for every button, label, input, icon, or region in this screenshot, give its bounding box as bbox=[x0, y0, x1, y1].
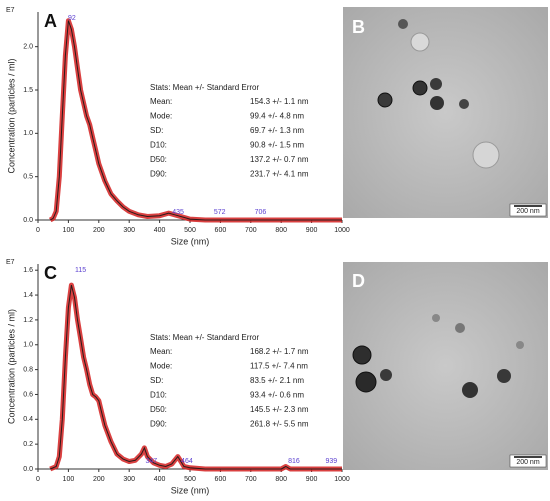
stats-value: 83.5 +/- 2.1 nm bbox=[250, 376, 304, 385]
y-tick-label: 1.2 bbox=[23, 317, 33, 324]
scale-bar-label: 200 nm bbox=[516, 459, 540, 466]
stats-name: Mean: bbox=[150, 347, 172, 356]
peak-label: 816 bbox=[288, 458, 300, 465]
y-tick-label: 2.0 bbox=[23, 44, 33, 51]
y-tick-label: 1.0 bbox=[23, 342, 33, 349]
peak-label: 92 bbox=[68, 15, 76, 22]
panel-label: C bbox=[44, 263, 57, 283]
x-tick-label: 800 bbox=[275, 227, 287, 234]
y-tick-label: 0.5 bbox=[23, 174, 33, 181]
x-tick-label: 800 bbox=[275, 476, 287, 483]
stats-name: D10: bbox=[150, 141, 167, 150]
stats-name: SD: bbox=[150, 376, 163, 385]
x-tick-label: 1000 bbox=[334, 476, 350, 483]
stats-value: 168.2 +/- 1.7 nm bbox=[250, 347, 309, 356]
stats-value: 231.7 +/- 4.1 nm bbox=[250, 170, 309, 179]
y-tick-label: 1.0 bbox=[23, 130, 33, 137]
panel-label: A bbox=[44, 11, 57, 31]
y-tick-label: 1.5 bbox=[23, 87, 33, 94]
y-tick-label: 0.0 bbox=[23, 217, 33, 224]
stats-value: 117.5 +/- 7.4 nm bbox=[250, 362, 308, 371]
stats-value: 93.4 +/- 0.6 nm bbox=[250, 391, 304, 400]
x-tick-label: 300 bbox=[123, 476, 135, 483]
stats-name: D50: bbox=[150, 405, 167, 414]
stats-name: Mode: bbox=[150, 112, 172, 121]
x-tick-label: 900 bbox=[306, 476, 318, 483]
stats-value: 69.7 +/- 1.3 nm bbox=[250, 126, 304, 135]
stats-name: D10: bbox=[150, 391, 167, 400]
peak-label: 572 bbox=[214, 209, 226, 216]
y-tick-label: 0.8 bbox=[23, 366, 33, 373]
peak-label: 115 bbox=[75, 267, 86, 274]
x-tick-label: 900 bbox=[306, 227, 318, 234]
y-tick-label: 0.2 bbox=[23, 441, 33, 448]
peak-label: 347 bbox=[145, 458, 157, 465]
scale-bar-label: 200 nm bbox=[516, 208, 540, 215]
x-tick-label: 200 bbox=[93, 476, 105, 483]
stats-title: Stats: Mean +/- Standard Error bbox=[150, 333, 259, 342]
x-tick-label: 700 bbox=[245, 476, 257, 483]
peak-label: 464 bbox=[181, 458, 193, 465]
stats-name: Mode: bbox=[150, 362, 172, 371]
x-tick-label: 600 bbox=[215, 476, 227, 483]
x-axis-label: Size (nm) bbox=[171, 236, 210, 246]
x-tick-label: 400 bbox=[154, 227, 166, 234]
x-tick-label: 100 bbox=[63, 227, 75, 234]
micrograph-image bbox=[343, 7, 548, 218]
stats-name: D90: bbox=[150, 420, 167, 429]
stats-value: 154.3 +/- 1.1 nm bbox=[250, 97, 309, 106]
x-tick-label: 300 bbox=[123, 227, 135, 234]
chart: 0 100 200 300 400 500 600 700 800 900 1000 0.0 0.2 0.… bbox=[6, 259, 350, 496]
y-axis-label: Concentration (particles / ml) bbox=[6, 58, 16, 173]
chart: 0 100 200 300 400 500 600 700 800 900 1000 0.0 0.5 1.… bbox=[6, 7, 350, 247]
x-tick-label: 400 bbox=[154, 476, 166, 483]
x-tick-label: 0 bbox=[36, 476, 40, 483]
x-tick-label: 0 bbox=[36, 227, 40, 234]
x-tick-label: 200 bbox=[93, 227, 105, 234]
line bbox=[50, 284, 342, 470]
y-tick-label: 0.4 bbox=[23, 416, 33, 423]
stats-title: Stats: Mean +/- Standard Error bbox=[150, 83, 259, 92]
stats-value: 145.5 +/- 2.3 nm bbox=[250, 405, 309, 414]
panel-label: B bbox=[352, 17, 365, 37]
axis-exponent: E7 bbox=[6, 7, 15, 14]
stats-name: Mean: bbox=[150, 97, 172, 106]
peak-label: 939 bbox=[325, 458, 337, 465]
y-tick-label: 1.6 bbox=[23, 267, 33, 274]
x-tick-label: 600 bbox=[215, 227, 227, 234]
x-tick-label: 500 bbox=[184, 476, 196, 483]
line bbox=[49, 20, 342, 221]
stats-name: SD: bbox=[150, 126, 163, 135]
micrograph: D 200 nm bbox=[343, 262, 548, 470]
x-tick-label: 1000 bbox=[334, 227, 350, 234]
y-axis-label: Concentration (particles / ml) bbox=[6, 309, 16, 424]
x-tick-label: 700 bbox=[245, 227, 257, 234]
micrograph-image bbox=[343, 262, 548, 470]
y-tick-label: 0.0 bbox=[23, 466, 33, 473]
axis-exponent: E7 bbox=[6, 259, 15, 266]
stats-value: 261.8 +/- 5.5 nm bbox=[250, 420, 309, 429]
peak-label: 706 bbox=[255, 209, 267, 216]
stats-value: 99.4 +/- 4.8 nm bbox=[250, 112, 304, 121]
y-tick-label: 1.4 bbox=[23, 292, 33, 299]
micrograph: B 200 nm bbox=[343, 7, 548, 218]
stats-value: 137.2 +/- 0.7 nm bbox=[250, 155, 309, 164]
x-axis-label: Size (nm) bbox=[171, 485, 210, 495]
peak-label: 435 bbox=[172, 209, 184, 216]
y-tick-label: 0.6 bbox=[23, 391, 33, 398]
x-tick-label: 100 bbox=[63, 476, 75, 483]
stats-name: D50: bbox=[150, 155, 167, 164]
stats-value: 90.8 +/- 1.5 nm bbox=[250, 141, 304, 150]
x-tick-label: 500 bbox=[184, 227, 196, 234]
panel-label: D bbox=[352, 271, 365, 291]
stats-name: D90: bbox=[150, 170, 167, 179]
